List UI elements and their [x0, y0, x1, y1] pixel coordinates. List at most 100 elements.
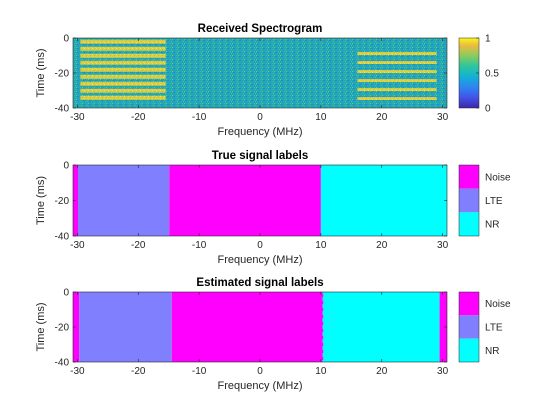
boundary-artifact	[437, 338, 440, 341]
legend-label: NR	[485, 220, 499, 231]
x-tick-label: -30	[70, 112, 85, 123]
boundary-artifact	[437, 296, 440, 299]
y-axis-label: Time (ms)	[35, 302, 47, 351]
label-segment-lte	[79, 292, 172, 362]
panel-title: Estimated signal labels	[196, 277, 323, 289]
boundary-artifact	[437, 317, 440, 320]
boundary-artifact	[437, 331, 440, 334]
x-tick-label: -20	[131, 366, 146, 377]
x-tick-label: 10	[315, 112, 327, 123]
x-tick-label: -10	[192, 112, 207, 123]
signal-burst	[80, 46, 166, 51]
signal-burst	[80, 39, 166, 44]
panel-3: Estimated signal labels Noise LTE NR -30 -20 -…	[35, 277, 511, 392]
signal-burst	[80, 74, 166, 79]
y-tick-label: -20	[55, 69, 70, 80]
x-tick-label: 10	[315, 240, 327, 251]
label-segment-noise	[73, 292, 80, 362]
label-segment-noise	[169, 165, 321, 236]
boundary-artifact	[321, 343, 324, 346]
signal-burst	[357, 70, 437, 73]
x-tick-label: 20	[376, 112, 388, 123]
signal-burst	[80, 81, 166, 86]
y-axis-label: Time (ms)	[35, 48, 47, 97]
legend-frame	[458, 164, 480, 237]
legend-label: LTE	[485, 196, 503, 207]
signal-burst	[357, 52, 437, 55]
signal-burst	[357, 79, 437, 82]
y-tick-label: -40	[55, 358, 70, 369]
boundary-artifact	[437, 359, 440, 362]
x-tick-label: -10	[192, 366, 207, 377]
signal-burst	[80, 60, 166, 65]
legend-swatch-nr	[459, 212, 479, 236]
boundary-artifact	[437, 345, 440, 348]
x-axis-label: Frequency (MHz)	[218, 126, 303, 138]
panel-title: True signal labels	[212, 150, 309, 162]
boundary-artifact	[437, 303, 440, 306]
boundary-artifact	[437, 324, 440, 327]
label-segment-lte	[77, 165, 170, 236]
boundary-artifact	[321, 322, 324, 325]
panel-1: Received Spectrogram 1 0.5 0 -30 -20 -10 0 10 20 3…	[35, 23, 499, 138]
legend-swatch-lte	[459, 315, 479, 339]
colorbar-tick-label: 0	[485, 104, 491, 115]
boundary-artifact	[321, 329, 324, 332]
x-tick-label: 0	[257, 112, 263, 123]
y-tick-label: -20	[55, 323, 70, 334]
signal-burst	[357, 88, 437, 91]
x-tick-label: 30	[437, 240, 449, 251]
boundary-artifact	[321, 315, 324, 318]
legend-label: Noise	[485, 299, 511, 310]
x-tick-label: 10	[315, 366, 327, 377]
boundary-artifact	[321, 357, 324, 360]
signal-burst	[357, 97, 437, 100]
signal-burst	[80, 53, 166, 58]
x-tick-label: 20	[376, 366, 388, 377]
signal-burst	[80, 95, 166, 100]
panel-2: True signal labels Noise LTE NR -30 -20 -10 0 10…	[35, 150, 511, 266]
label-segment-nr	[322, 292, 440, 362]
legend-swatch-lte	[459, 188, 479, 213]
signal-burst	[80, 67, 166, 72]
boundary-artifact	[321, 294, 324, 297]
signal-burst	[357, 61, 437, 64]
boundary-artifact	[321, 350, 324, 353]
x-tick-label: -20	[131, 240, 146, 251]
y-tick-label: 0	[63, 288, 69, 299]
x-tick-label: -10	[192, 240, 207, 251]
boundary-artifact	[321, 336, 324, 339]
boundary-artifact	[321, 301, 324, 304]
colorbar-tick-label: 1	[485, 34, 491, 45]
legend-frame	[458, 291, 480, 363]
x-tick-label: -30	[70, 240, 85, 251]
x-tick-label: 30	[437, 112, 449, 123]
legend-label: Noise	[485, 172, 511, 183]
label-segment-nr	[320, 165, 447, 236]
signal-burst	[80, 88, 166, 93]
boundary-artifact	[437, 352, 440, 355]
x-tick-label: 0	[257, 240, 263, 251]
legend-label: LTE	[485, 323, 503, 334]
x-tick-label: -20	[131, 112, 146, 123]
legend-label: NR	[485, 346, 499, 357]
y-tick-label: 0	[63, 161, 69, 172]
label-segment-noise	[439, 292, 447, 362]
boundary-artifact	[437, 310, 440, 313]
x-tick-label: -30	[70, 366, 85, 377]
y-tick-label: -40	[55, 232, 70, 243]
panel-title: Received Spectrogram	[198, 23, 323, 35]
legend-swatch-noise	[459, 292, 479, 316]
y-tick-label: -20	[55, 196, 70, 207]
y-tick-label: -40	[55, 104, 70, 115]
boundary-artifact	[321, 308, 324, 311]
x-tick-label: 30	[437, 366, 449, 377]
label-segment-noise	[171, 292, 323, 362]
x-axis-label: Frequency (MHz)	[218, 380, 303, 392]
x-tick-label: 20	[376, 240, 388, 251]
colorbar-tick-label: 0.5	[485, 69, 499, 80]
legend-swatch-noise	[459, 165, 479, 189]
y-axis-label: Time (ms)	[35, 176, 47, 225]
x-axis-label: Frequency (MHz)	[218, 254, 303, 266]
